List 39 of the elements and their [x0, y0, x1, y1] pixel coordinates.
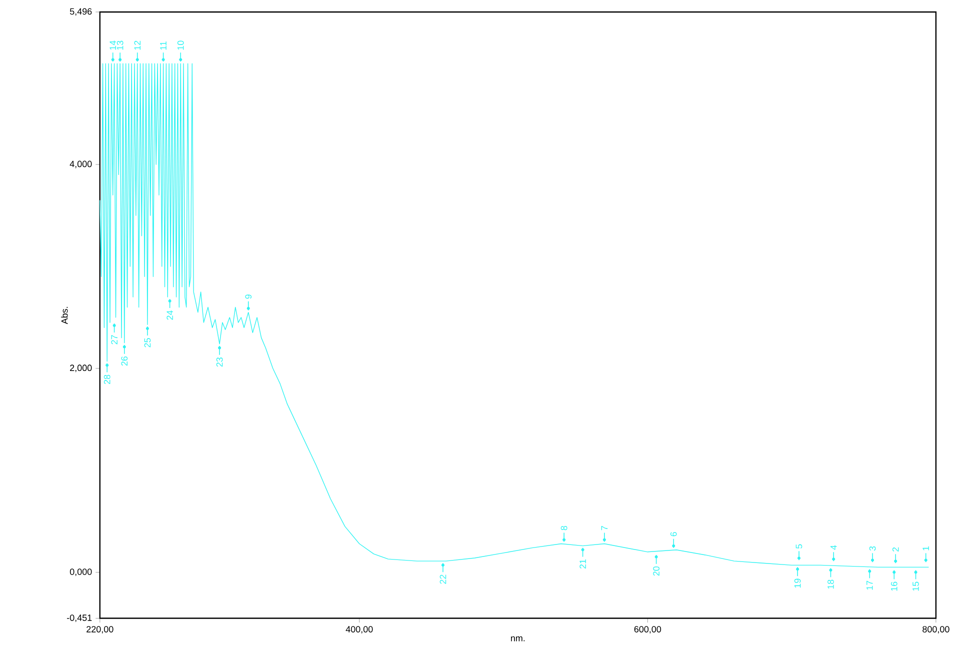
annotation: 24: [166, 310, 173, 320]
y-tick-label: 0,000: [70, 568, 92, 576]
x-tick-label: 400,00: [346, 626, 373, 634]
annotation: 26: [121, 356, 128, 366]
y-tick-label: 2,000: [70, 364, 92, 372]
annotation: 15: [912, 582, 919, 591]
annotation: 16: [890, 582, 898, 591]
annotation: 21: [580, 559, 586, 568]
annotation: 14: [110, 40, 116, 50]
annotation: 20: [653, 566, 660, 576]
annotation: 27: [111, 335, 118, 344]
y-tick-label: 4,000: [70, 160, 92, 168]
annotation: 2: [892, 547, 899, 552]
annotation: 18: [828, 580, 834, 589]
x-axis-title: nm.: [511, 636, 525, 642]
x-tick-label: 220,00: [86, 626, 114, 634]
annotation: 19: [794, 578, 801, 588]
annotation: 13: [116, 40, 124, 50]
annotation: 1: [922, 546, 929, 550]
y-tick-label: -0,451: [67, 614, 92, 622]
x-tick-label: 600,00: [634, 626, 662, 634]
annotation: 28: [104, 374, 110, 384]
annotation: 10: [177, 40, 184, 50]
annotation: 25: [144, 338, 151, 348]
annotation: 5: [796, 544, 802, 548]
annotation: 11: [160, 41, 166, 50]
annotation: 22: [440, 574, 446, 584]
annotation: 8: [560, 526, 568, 530]
annotation: 3: [869, 546, 876, 550]
annotation: 17: [866, 580, 873, 590]
y-axis-title: Abs.: [61, 306, 68, 324]
annotation: 4: [830, 545, 837, 550]
annotation: 12: [134, 40, 141, 50]
annotation: 23: [216, 357, 223, 367]
x-tick-label: 800,00: [922, 626, 950, 634]
annotation: 6: [670, 532, 677, 536]
annotation: 7: [601, 526, 608, 530]
annotation: 9: [245, 294, 252, 299]
y-tick-label: 5,496: [70, 8, 92, 16]
